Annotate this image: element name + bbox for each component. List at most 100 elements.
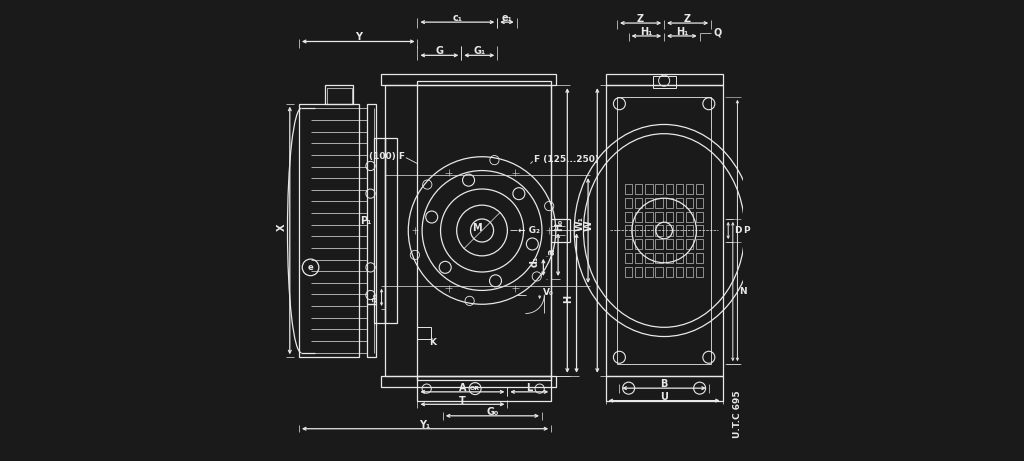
Text: e: e	[307, 263, 313, 272]
Text: H: H	[563, 295, 573, 303]
Bar	[655, 239, 663, 249]
Text: H₁: H₁	[640, 27, 652, 37]
Bar	[686, 198, 693, 208]
Bar	[666, 184, 673, 194]
Bar	[696, 225, 703, 236]
Text: M: M	[473, 223, 482, 233]
Text: W₁: W₁	[574, 215, 585, 230]
Text: G₁: G₁	[473, 46, 485, 56]
Bar	[617, 97, 711, 364]
Bar	[655, 184, 663, 194]
Bar	[676, 239, 683, 249]
Bar	[645, 267, 652, 277]
Text: D: D	[734, 226, 741, 235]
Text: N: N	[738, 287, 746, 296]
Text: Z: Z	[684, 14, 691, 24]
Bar	[635, 239, 642, 249]
Text: a: a	[546, 248, 556, 254]
Text: d₁: d₁	[530, 256, 540, 267]
Bar	[676, 267, 683, 277]
Bar	[645, 225, 652, 236]
Bar	[686, 184, 693, 194]
Bar	[655, 212, 663, 222]
Bar	[625, 198, 633, 208]
Bar	[676, 253, 683, 263]
Bar	[696, 267, 703, 277]
Bar	[635, 225, 642, 236]
Bar	[666, 253, 673, 263]
Text: P₁: P₁	[360, 216, 372, 226]
Bar	[385, 138, 396, 323]
Bar	[645, 239, 652, 249]
Bar	[625, 267, 633, 277]
Bar	[645, 253, 652, 263]
Bar	[655, 198, 663, 208]
Text: Y₁: Y₁	[420, 420, 431, 430]
Bar	[418, 81, 551, 380]
Bar	[367, 104, 376, 304]
Text: A: A	[459, 383, 466, 393]
Text: W: W	[584, 220, 594, 230]
Bar	[418, 376, 551, 401]
Text: Y: Y	[354, 32, 361, 42]
Bar	[686, 267, 693, 277]
Bar	[635, 198, 642, 208]
Text: X: X	[276, 223, 287, 230]
Bar	[666, 212, 673, 222]
Bar	[625, 212, 633, 222]
Bar	[381, 74, 556, 85]
Bar	[635, 267, 642, 277]
Bar	[374, 138, 385, 323]
Bar	[605, 85, 723, 376]
Bar	[625, 225, 633, 236]
Bar	[655, 225, 663, 236]
Bar	[666, 225, 673, 236]
Bar	[635, 253, 642, 263]
Text: H₁: H₁	[676, 27, 688, 37]
Bar	[676, 198, 683, 208]
Bar	[666, 267, 673, 277]
Text: G₀: G₀	[486, 407, 499, 417]
Bar	[625, 239, 633, 249]
Bar	[635, 184, 642, 194]
Bar	[418, 327, 431, 339]
Bar	[327, 88, 352, 104]
Bar	[666, 239, 673, 249]
Bar	[625, 253, 633, 263]
Text: V₀: V₀	[544, 288, 554, 297]
Text: OR: OR	[470, 386, 480, 391]
Text: K: K	[429, 337, 436, 347]
Bar	[696, 239, 703, 249]
Bar	[696, 184, 703, 194]
Bar	[326, 85, 353, 104]
Bar	[686, 225, 693, 236]
Bar	[299, 104, 359, 357]
Bar	[605, 74, 723, 85]
Text: G: G	[435, 46, 443, 56]
Text: ← G₂: ← G₂	[518, 226, 541, 235]
Text: P: P	[743, 226, 750, 235]
Bar	[605, 376, 723, 401]
Bar	[645, 184, 652, 194]
Bar	[686, 239, 693, 249]
Bar	[696, 198, 703, 208]
Bar	[381, 376, 556, 387]
Text: a₁: a₁	[371, 292, 380, 302]
Bar	[676, 184, 683, 194]
Text: (100) F: (100) F	[369, 152, 406, 161]
Text: L: L	[526, 383, 532, 393]
Bar	[686, 253, 693, 263]
Bar	[676, 212, 683, 222]
Text: Q: Q	[714, 27, 722, 37]
Text: B: B	[660, 379, 668, 390]
Bar	[645, 198, 652, 208]
Bar	[655, 253, 663, 263]
Bar	[385, 85, 551, 376]
Bar	[666, 198, 673, 208]
Bar	[625, 184, 633, 194]
Text: T: T	[459, 396, 466, 406]
Bar	[655, 267, 663, 277]
Text: F (125...250): F (125...250)	[535, 154, 599, 164]
Bar	[696, 212, 703, 222]
Text: U: U	[660, 392, 668, 402]
